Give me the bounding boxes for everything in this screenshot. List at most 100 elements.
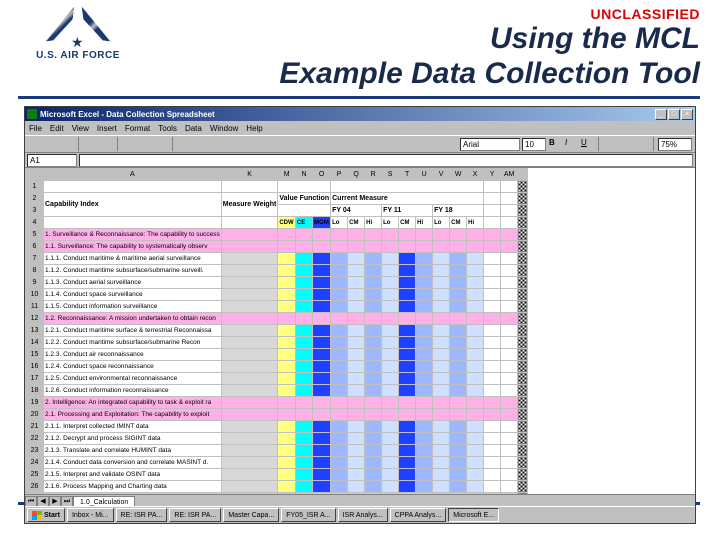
start-button[interactable]: Start: [27, 508, 65, 522]
col-header[interactable]: Y: [484, 169, 501, 181]
row-header[interactable]: 25: [26, 469, 44, 481]
title-line-1: Using the MCL: [490, 22, 700, 55]
row-header[interactable]: 19: [26, 397, 44, 409]
col-header[interactable]: W: [450, 169, 467, 181]
row-header[interactable]: 5: [26, 229, 44, 241]
row-header[interactable]: 23: [26, 445, 44, 457]
standard-toolbar: Arial 10 B I U 75%: [25, 135, 695, 153]
col-header[interactable]: O: [313, 169, 331, 181]
align-center-icon[interactable]: [619, 137, 633, 151]
spreadsheet-grid[interactable]: AKMNOPQRSTUVWXYAM12Capability IndexMeasu…: [25, 168, 528, 494]
col-header[interactable]: Q: [348, 169, 365, 181]
menu-help[interactable]: Help: [246, 124, 262, 133]
col-header[interactable]: U: [416, 169, 433, 181]
row-header[interactable]: 10: [26, 289, 44, 301]
menu-file[interactable]: File: [29, 124, 42, 133]
col-header[interactable]: M: [278, 169, 296, 181]
col-header[interactable]: [26, 169, 44, 181]
row-header[interactable]: 20: [26, 409, 44, 421]
grid-area: AKMNOPQRSTUVWXYAM12Capability IndexMeasu…: [25, 168, 695, 494]
menu-tools[interactable]: Tools: [158, 124, 177, 133]
taskbar-item[interactable]: RE: ISR PA...: [116, 508, 168, 522]
taskbar-item[interactable]: RE: ISR PA...: [169, 508, 221, 522]
menu-format[interactable]: Format: [125, 124, 150, 133]
col-header[interactable]: A: [44, 169, 222, 181]
copy-icon[interactable]: [138, 137, 152, 151]
title-rule: [18, 96, 700, 99]
taskbar-item[interactable]: FY05_ISR A...: [281, 508, 335, 522]
menubar: File Edit View Insert Format Tools Data …: [25, 121, 695, 135]
font-size-field[interactable]: 10: [522, 138, 546, 151]
row-header[interactable]: 12: [26, 313, 44, 325]
taskbar-item[interactable]: ISR Analys...: [338, 508, 388, 522]
font-name-field[interactable]: Arial: [460, 138, 520, 151]
title-line-2: Example Data Collection Tool: [279, 57, 700, 90]
row-header[interactable]: 7: [26, 253, 44, 265]
formula-row: A1: [25, 153, 695, 168]
row-header[interactable]: 16: [26, 361, 44, 373]
row-header[interactable]: 22: [26, 433, 44, 445]
col-header[interactable]: N: [295, 169, 312, 181]
menu-view[interactable]: View: [72, 124, 89, 133]
align-left-icon[interactable]: [603, 137, 617, 151]
redo-icon[interactable]: [193, 137, 207, 151]
open-icon[interactable]: [44, 137, 58, 151]
bold-icon[interactable]: B: [548, 137, 562, 151]
preview-icon[interactable]: [99, 137, 113, 151]
col-header[interactable]: P: [331, 169, 348, 181]
row-header[interactable]: 24: [26, 457, 44, 469]
col-header[interactable]: S: [382, 169, 399, 181]
menu-edit[interactable]: Edit: [50, 124, 64, 133]
titlebar: Microsoft Excel - Data Collection Spread…: [25, 107, 695, 121]
classification-label: UNCLASSIFIED: [591, 6, 700, 22]
print-icon[interactable]: [83, 137, 97, 151]
row-header[interactable]: 21: [26, 421, 44, 433]
maximize-button[interactable]: □: [668, 109, 680, 120]
col-header[interactable]: X: [467, 169, 484, 181]
row-header[interactable]: 8: [26, 265, 44, 277]
taskbar: Start Inbox - Mi... RE: ISR PA... RE: IS…: [25, 506, 695, 523]
row-header[interactable]: 9: [26, 277, 44, 289]
zoom-field[interactable]: 75%: [658, 138, 692, 151]
col-header[interactable]: T: [399, 169, 416, 181]
slide-title: Using the MCL Example Data Collection To…: [279, 22, 700, 91]
save-icon[interactable]: [60, 137, 74, 151]
windows-icon: [32, 511, 42, 520]
scroll-indicator: [518, 169, 528, 181]
taskbar-item[interactable]: CPPA Analys...: [390, 508, 447, 522]
af-logo: ★ U.S. AIR FORCE: [18, 8, 138, 61]
undo-icon[interactable]: [177, 137, 191, 151]
menu-window[interactable]: Window: [210, 124, 238, 133]
name-box[interactable]: A1: [27, 154, 77, 167]
row-header[interactable]: 17: [26, 373, 44, 385]
formula-bar[interactable]: [79, 154, 693, 167]
window-title: Microsoft Excel - Data Collection Spread…: [40, 110, 655, 119]
align-right-icon[interactable]: [635, 137, 649, 151]
col-header[interactable]: R: [365, 169, 382, 181]
underline-icon[interactable]: U: [580, 137, 594, 151]
new-icon[interactable]: [28, 137, 42, 151]
start-label: Start: [44, 512, 60, 519]
paste-icon[interactable]: [154, 137, 168, 151]
taskbar-item[interactable]: Microsoft E...: [448, 508, 499, 522]
cut-icon[interactable]: [122, 137, 136, 151]
row-header[interactable]: 18: [26, 385, 44, 397]
row-header[interactable]: 15: [26, 349, 44, 361]
close-button[interactable]: ×: [681, 109, 693, 120]
italic-icon[interactable]: I: [564, 137, 578, 151]
taskbar-item[interactable]: Master Capa...: [223, 508, 279, 522]
row-header[interactable]: 6: [26, 241, 44, 253]
menu-data[interactable]: Data: [185, 124, 202, 133]
row-header[interactable]: 14: [26, 337, 44, 349]
col-header[interactable]: V: [433, 169, 450, 181]
branch-label: U.S. AIR FORCE: [18, 50, 138, 61]
col-header[interactable]: K: [221, 169, 278, 181]
row-header[interactable]: 11: [26, 301, 44, 313]
menu-insert[interactable]: Insert: [97, 124, 117, 133]
taskbar-item[interactable]: Inbox - Mi...: [67, 508, 114, 522]
col-header[interactable]: AM: [501, 169, 518, 181]
row-header[interactable]: 13: [26, 325, 44, 337]
row-header[interactable]: 26: [26, 481, 44, 493]
minimize-button[interactable]: _: [655, 109, 667, 120]
row-header[interactable]: 27: [26, 493, 44, 495]
